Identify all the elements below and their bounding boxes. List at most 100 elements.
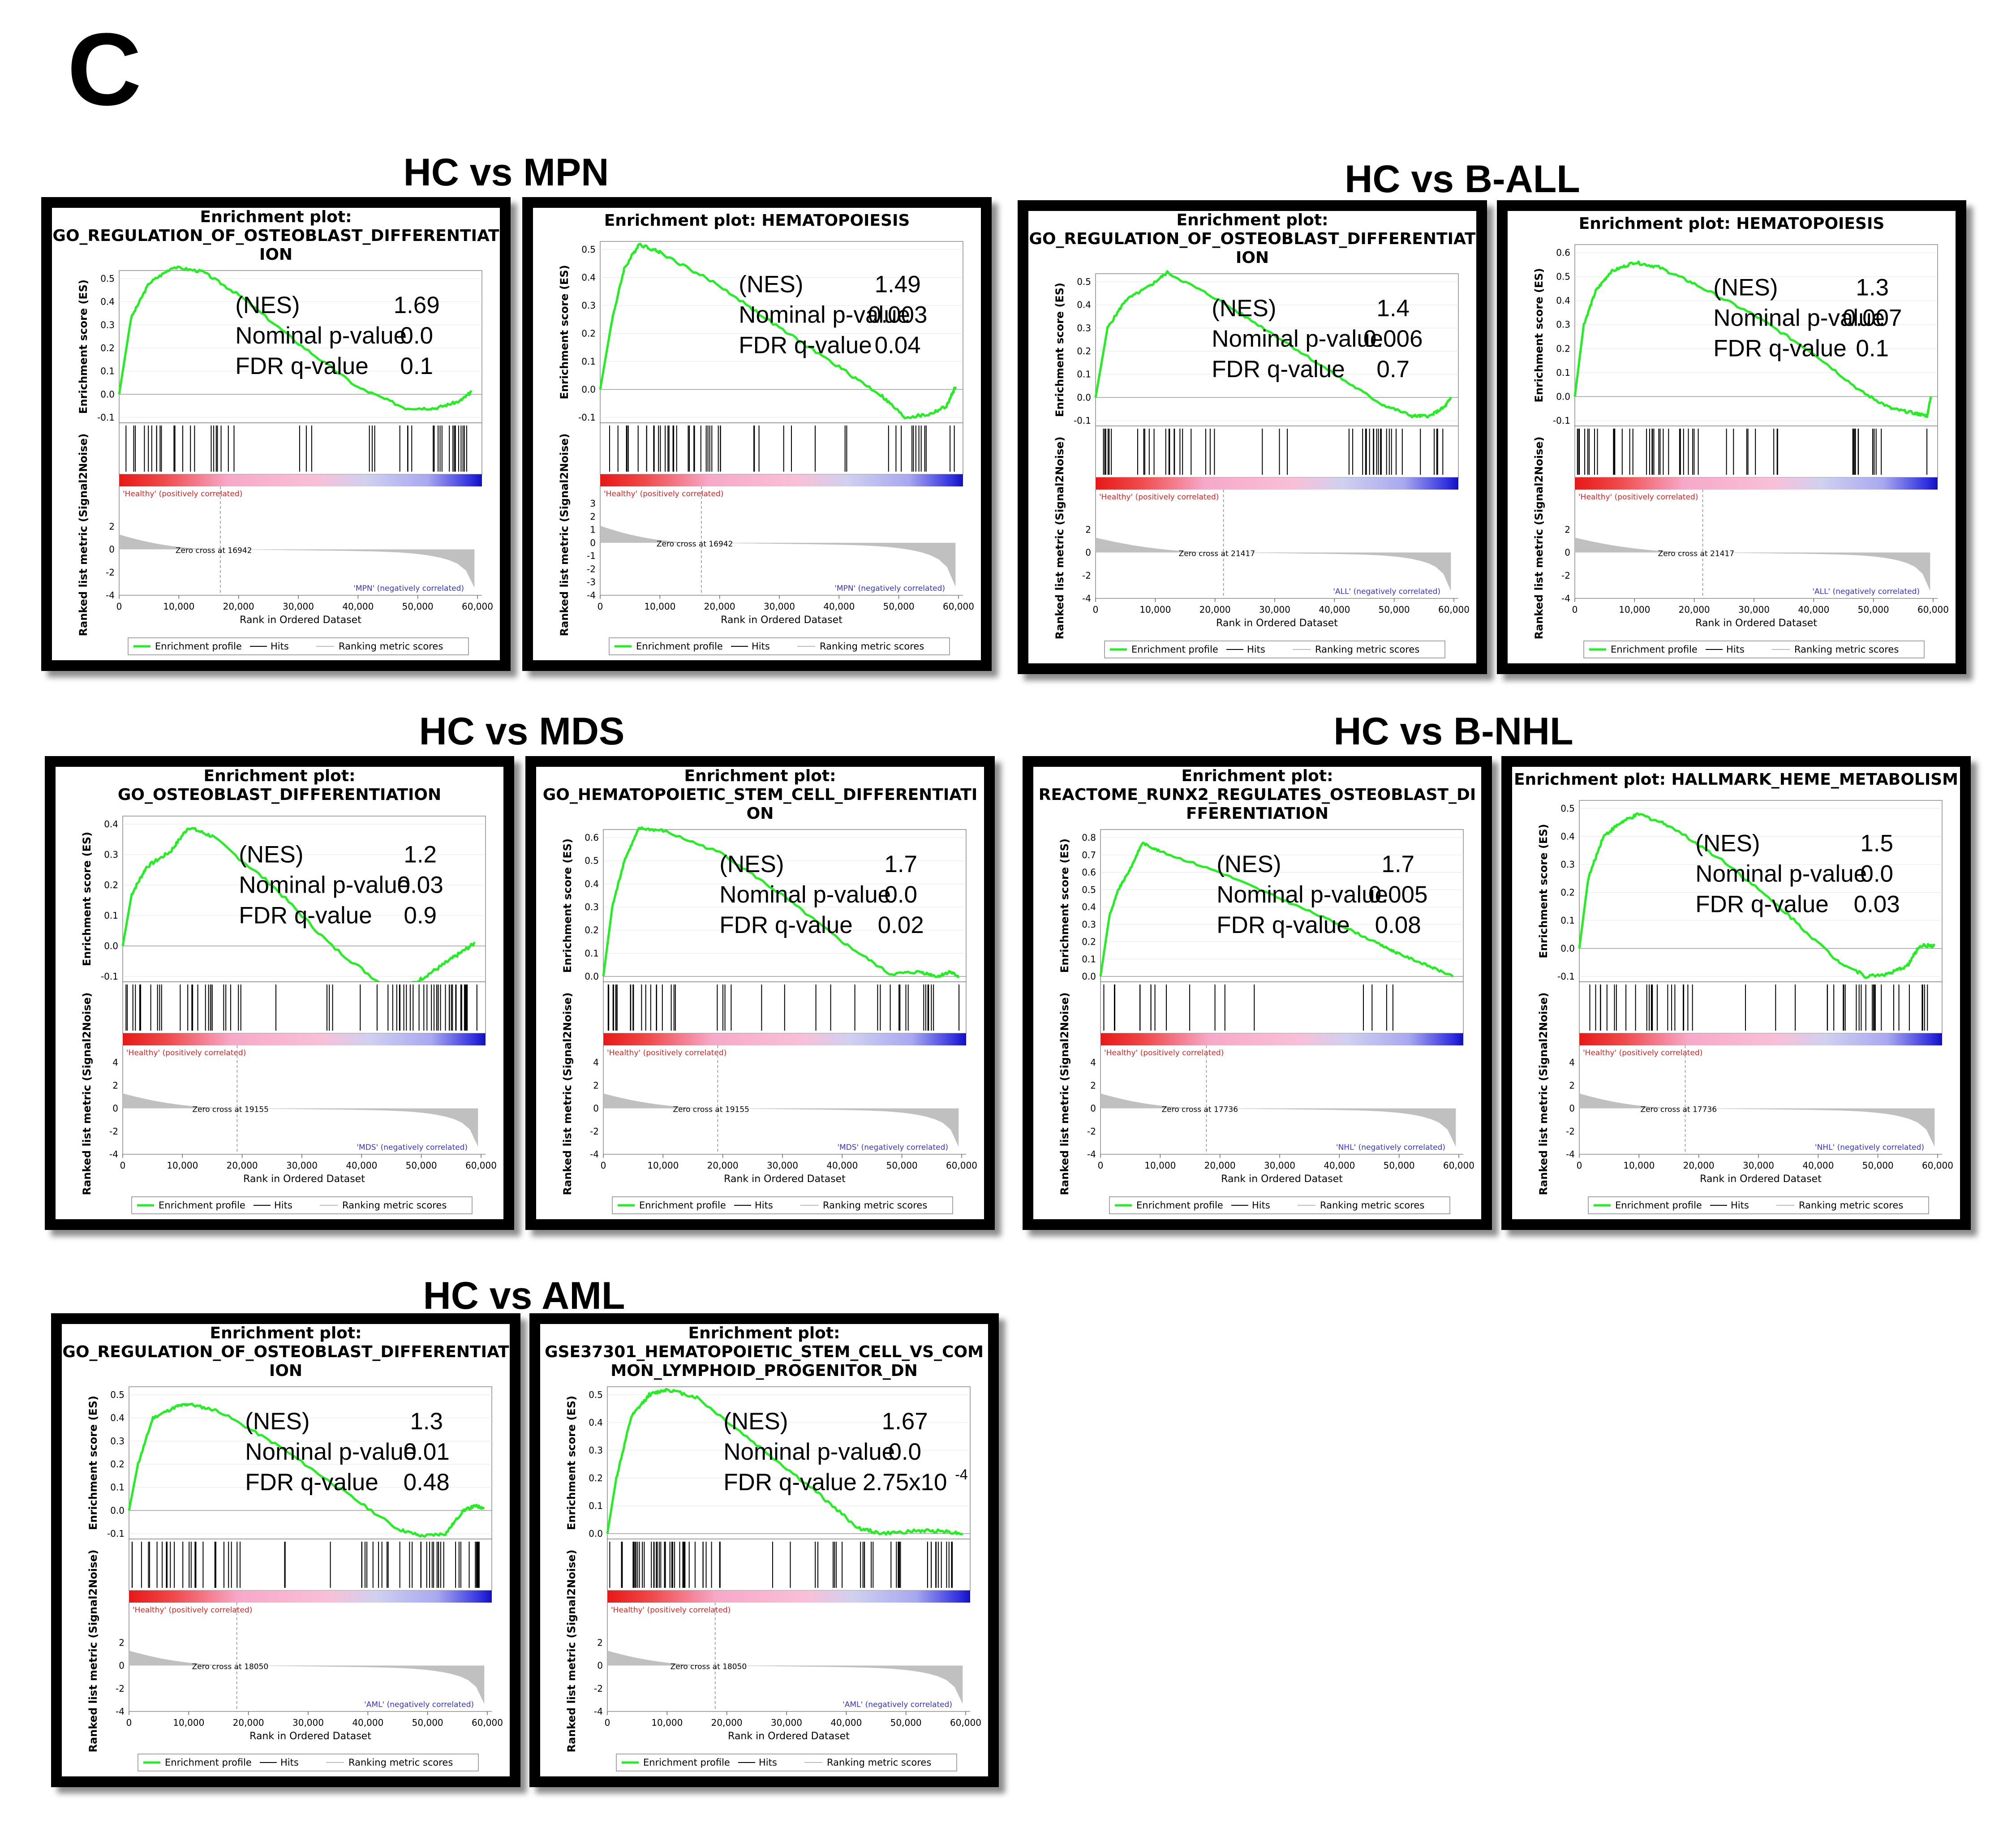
es-tick-label: 0.0 [589,1528,603,1539]
es-tick-label: 0.1 [1560,915,1575,926]
plot-title-line: Enrichment plot: [1176,211,1328,229]
enrichment-plot-svg: Enrichment plot:GO_REGULATION_OF_OSTEOBL… [52,208,500,660]
legend-box [609,637,950,655]
metric-tick-label: -2 [594,1683,603,1694]
metric-negative-area [1702,552,1930,591]
metric-tick-label: 0 [593,1103,599,1114]
es-tick-label: 0.3 [589,1445,603,1456]
x-tick-label: 30,000 [1259,604,1290,615]
es-tick-label: -0.1 [101,971,118,982]
es-axis-label: Enrichment score (ES) [81,832,93,966]
enrichment-plot-svg: Enrichment plot:REACTOME_RUNX2_REGULATES… [1033,767,1481,1219]
hit-marks [607,984,960,1031]
stat-value: 1.3 [410,1408,443,1435]
es-tick-label: 0.3 [585,902,599,912]
x-tick-label: 0 [126,1717,132,1728]
stat-value: 1.4 [1376,295,1410,322]
metric-positive-area [119,524,220,550]
plot-title-line: Enrichment plot: [684,767,836,785]
legend-box [1588,1196,1929,1214]
metric-tick-label: 0 [1085,547,1091,558]
x-tick-label: 50,000 [1379,604,1410,615]
zero-cross-label: Zero cross at 18050 [192,1663,269,1672]
es-tick-label: 0.5 [581,244,596,255]
enrichment-plot-svg: Enrichment plot:GSE37301_HEMATOPOIETIC_S… [540,1324,988,1776]
x-tick-label: 60,000 [1922,1160,1953,1171]
metric-tick-label: 0 [109,544,115,555]
x-tick-label: 20,000 [227,1160,258,1171]
es-tick-label: 0.5 [110,1389,125,1400]
neg-correlated-label: 'ALL' (negatively correlated) [1812,587,1920,596]
legend-box [1109,1196,1450,1214]
hits-frame [1579,981,1943,1034]
metric-tick-label: 0 [1569,1103,1575,1114]
metric-tick-label: -4 [1561,593,1570,604]
pos-correlated-label: 'Healthy' (positively correlated) [604,490,723,499]
hit-marks [1577,429,1928,475]
legend-box [616,1754,957,1771]
metric-axis-label: Ranked list metric (Signal2Noise) [77,433,90,636]
es-tick-label: 0.5 [1560,803,1575,814]
es-tick-label: 0.1 [104,910,118,921]
hits-frame [1095,426,1459,478]
es-tick-label: 0.0 [110,1505,125,1516]
es-tick-label: 0.5 [1556,271,1570,282]
metric-axis-label: Ranked list metric (Signal2Noise) [1537,992,1550,1195]
x-tick-label: 40,000 [823,601,855,612]
stat-value: 1.2 [404,842,437,868]
stat-value: 0.0 [400,322,433,349]
hit-marks [125,426,467,472]
metric-tick-label: -2 [590,1126,599,1137]
hit-marks [1103,429,1444,475]
x-tick-label: 30,000 [1264,1160,1295,1171]
hit-marks [131,1542,480,1588]
panel-letter: C [67,12,142,127]
metric-tick-label: 4 [1090,1057,1096,1068]
group-title-aml: HC vs AML [423,1274,625,1317]
x-tick-label: 10,000 [167,1160,198,1171]
enrichment-plot-6: Enrichment plot: GO_HEMATOPOIETIC_STEM_CE… [525,756,995,1230]
x-tick-label: 20,000 [1683,1160,1715,1171]
metric-tick-label: -4 [590,1149,599,1160]
metric-tick-label: 3 [590,498,596,509]
metric-axis-label: Ranked list metric (Signal2Noise) [87,1549,99,1752]
stat-value: 0.006 [1363,326,1423,352]
metric-negative-area [715,1665,963,1704]
x-tick-label: 40,000 [352,1717,383,1728]
stat-value-superscript: -4 [955,1466,967,1483]
legend-ranking-label: Ranking metric scores [820,641,924,652]
metric-tick-label: 2 [1565,524,1570,535]
es-tick-label: 0.2 [1082,937,1096,947]
x-tick-label: 0 [1098,1160,1104,1171]
x-tick-label: 40,000 [826,1160,858,1171]
neg-correlated-label: 'MDS' (negatively correlated) [357,1143,468,1152]
ranked-list-color-bar [119,474,482,486]
stat-label: (NES) [723,1408,788,1435]
stat-value: 0.02 [878,912,924,938]
x-tick-label: 60,000 [1917,604,1949,615]
es-tick-label: 0.0 [1077,392,1091,403]
metric-negative-area [1223,552,1451,591]
metric-tick-label: 4 [1569,1057,1575,1068]
stat-label: Nominal p-value [1216,881,1388,908]
es-tick-label: 0.0 [104,941,118,951]
stat-value: 0.48 [404,1469,450,1496]
stat-label: (NES) [1212,295,1276,322]
es-tick-label: 0.2 [1556,343,1570,354]
enrichment-plot-svg: Enrichment plot: HEMATOPOIESIS 0.5 0.4 0.3 0… [533,208,981,660]
enrichment-plot-8: Enrichment plot: HALLMARK_HEME_METABOLIS… [1501,756,1971,1230]
metric-tick-label: -4 [1087,1149,1096,1160]
enrichment-plot-1: Enrichment plot: GO_REGULATION_OF_OSTEOBL… [41,197,511,671]
es-axis-label: Enrichment score (ES) [565,1396,578,1530]
plot-title-line: Enrichment plot: HALLMARK_HEME_METABOLIS… [1514,770,1958,789]
plot-title-line: GO_REGULATION_OF_OSTEOBLAST_DIFFERENTIAT [52,227,499,245]
x-tick-label: 30,000 [286,1160,318,1171]
metric-tick-label: 4 [593,1057,599,1068]
es-tick-label: 0.4 [104,819,118,830]
enrichment-plot-svg: Enrichment plot:GO_REGULATION_OF_OSTEOBL… [1028,211,1476,663]
neg-correlated-label: 'AML' (negatively correlated) [364,1700,474,1709]
es-tick-label: 0.1 [589,1500,603,1511]
neg-correlated-label: 'NHL' (negatively correlated) [1336,1143,1445,1152]
x-tick-label: 0 [597,601,603,612]
plot-title-line: REACTOME_RUNX2_REGULATES_OSTEOBLAST_DI [1039,786,1476,804]
